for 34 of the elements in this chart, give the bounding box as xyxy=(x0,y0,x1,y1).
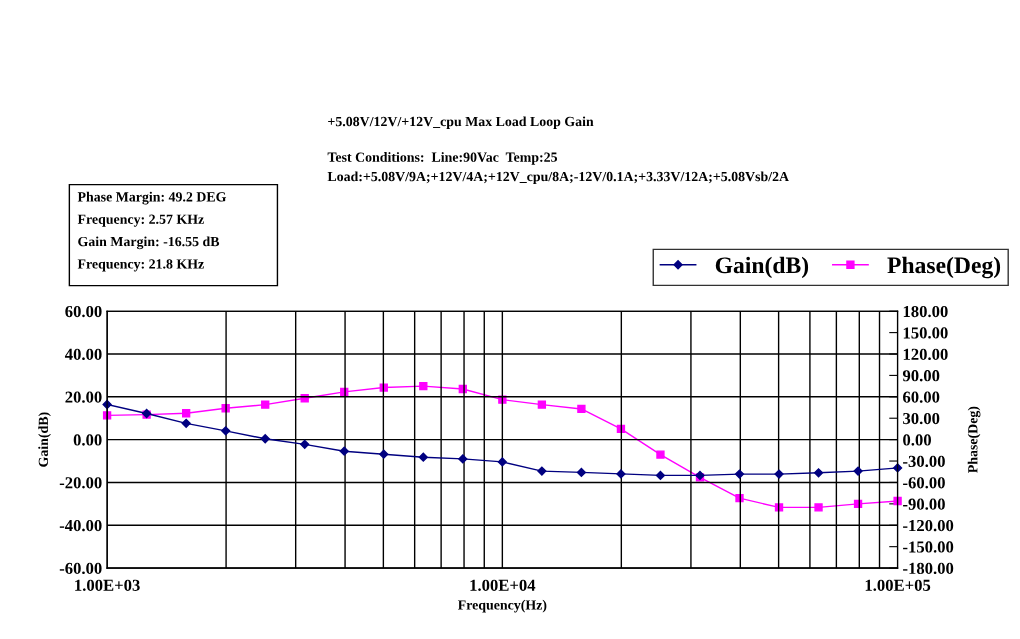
x-tick-label: 1.00E+04 xyxy=(470,579,536,591)
legend-label: Gain(dB) xyxy=(715,256,809,279)
y2-tick-label: -30.00 xyxy=(903,455,945,468)
y-tick-label: 0.00 xyxy=(73,434,102,446)
y2-tick-label: 0.00 xyxy=(903,434,931,446)
x-tick-label: 1.00E+03 xyxy=(75,579,140,591)
text: Frequency: 21.8 KHz xyxy=(77,259,204,272)
y-axis-title: Gain(dB) xyxy=(38,412,51,467)
y-tick-label: -20.00 xyxy=(59,477,102,489)
y2-tick-label: -90.00 xyxy=(903,498,945,510)
y2-tick-label: -150.00 xyxy=(903,541,954,553)
chart-subtitle: Test Conditions: Line:90Vac Temp:25 Load:+5.08V/9A;+12V/4A;+12V_cpu/8A;-12V/0.1A;+3.33V/12A;+5.08Vsb/2A xyxy=(327,152,789,185)
y2-tick-label: -60.00 xyxy=(903,477,945,489)
chart-title: +5.08V/12V/+12V_cpu Max Load Loop Gain xyxy=(328,116,594,129)
y-tick-label: -40.00 xyxy=(59,519,102,532)
x-tick-label: 1.00E+05 xyxy=(865,579,931,591)
text: Frequency: 2.57 KHz xyxy=(77,214,204,227)
x-axis-title: Frequency(Hz) xyxy=(457,599,547,613)
legend-label: Phase(Deg) xyxy=(887,256,1001,279)
y2-tick-label: 30.00 xyxy=(903,412,940,425)
y2-tick-label: -180.00 xyxy=(903,562,954,575)
y2-axis-title: Phase(Deg) xyxy=(967,406,981,473)
y-tick-label: 40.00 xyxy=(64,348,102,361)
y2-tick-label: 90.00 xyxy=(902,370,940,382)
y2-tick-label: 60.00 xyxy=(903,391,940,403)
y2-tick-label: -120.00 xyxy=(903,519,954,532)
y-tick-label: 60.00 xyxy=(65,305,102,318)
y-tick-label: -60.00 xyxy=(59,562,102,575)
text: Phase Margin: 49.2 DEG xyxy=(77,191,227,205)
text: Gain Margin: -16.55 dB xyxy=(78,236,220,250)
y2-tick-label: 120.00 xyxy=(903,348,948,361)
y2-tick-label: 150.00 xyxy=(903,327,948,339)
y-tick-label: 20.00 xyxy=(65,391,102,403)
y2-tick-label: 180.00 xyxy=(903,305,948,318)
